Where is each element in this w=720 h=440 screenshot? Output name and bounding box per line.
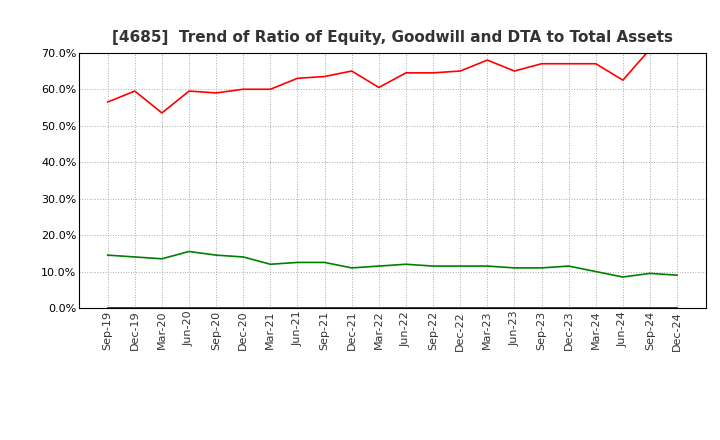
Deferred Tax Assets [483, 264, 492, 269]
Equity [158, 110, 166, 116]
Goodwill [672, 305, 681, 311]
Equity [348, 68, 356, 73]
Deferred Tax Assets [104, 253, 112, 258]
Goodwill [591, 305, 600, 311]
Goodwill [374, 305, 383, 311]
Equity [402, 70, 410, 76]
Goodwill [428, 305, 437, 311]
Deferred Tax Assets [239, 254, 248, 260]
Deferred Tax Assets [646, 271, 654, 276]
Deferred Tax Assets [130, 254, 139, 260]
Goodwill [212, 305, 220, 311]
Deferred Tax Assets [428, 264, 437, 269]
Goodwill [293, 305, 302, 311]
Goodwill [266, 305, 275, 311]
Goodwill [320, 305, 329, 311]
Goodwill [510, 305, 518, 311]
Deferred Tax Assets [510, 265, 518, 271]
Equity [374, 85, 383, 90]
Equity [320, 74, 329, 79]
Deferred Tax Assets [266, 262, 275, 267]
Equity [104, 99, 112, 105]
Goodwill [130, 305, 139, 311]
Goodwill [646, 305, 654, 311]
Deferred Tax Assets [212, 253, 220, 258]
Goodwill [483, 305, 492, 311]
Goodwill [348, 305, 356, 311]
Deferred Tax Assets [374, 264, 383, 269]
Deferred Tax Assets [591, 269, 600, 274]
Equity [618, 77, 627, 83]
Deferred Tax Assets [564, 264, 573, 269]
Goodwill [564, 305, 573, 311]
Equity [239, 87, 248, 92]
Deferred Tax Assets [618, 275, 627, 280]
Deferred Tax Assets [456, 264, 464, 269]
Equity [537, 61, 546, 66]
Goodwill [402, 305, 410, 311]
Equity [266, 87, 275, 92]
Equity [130, 88, 139, 94]
Deferred Tax Assets [402, 262, 410, 267]
Equity [646, 47, 654, 52]
Goodwill [185, 305, 194, 311]
Deferred Tax Assets [185, 249, 194, 254]
Goodwill [158, 305, 166, 311]
Equity [293, 76, 302, 81]
Equity [510, 68, 518, 73]
Goodwill [456, 305, 464, 311]
Equity [212, 90, 220, 95]
Deferred Tax Assets [158, 256, 166, 261]
Goodwill [537, 305, 546, 311]
Title: [4685]  Trend of Ratio of Equity, Goodwill and DTA to Total Assets: [4685] Trend of Ratio of Equity, Goodwil… [112, 29, 673, 45]
Equity [456, 68, 464, 73]
Equity [428, 70, 437, 76]
Line: Equity: Equity [108, 49, 677, 113]
Goodwill [239, 305, 248, 311]
Equity [591, 61, 600, 66]
Deferred Tax Assets [348, 265, 356, 271]
Deferred Tax Assets [537, 265, 546, 271]
Equity [672, 48, 681, 54]
Goodwill [104, 305, 112, 311]
Line: Deferred Tax Assets: Deferred Tax Assets [108, 252, 677, 277]
Equity [564, 61, 573, 66]
Goodwill [618, 305, 627, 311]
Deferred Tax Assets [672, 272, 681, 278]
Equity [185, 88, 194, 94]
Equity [483, 58, 492, 63]
Deferred Tax Assets [320, 260, 329, 265]
Deferred Tax Assets [293, 260, 302, 265]
